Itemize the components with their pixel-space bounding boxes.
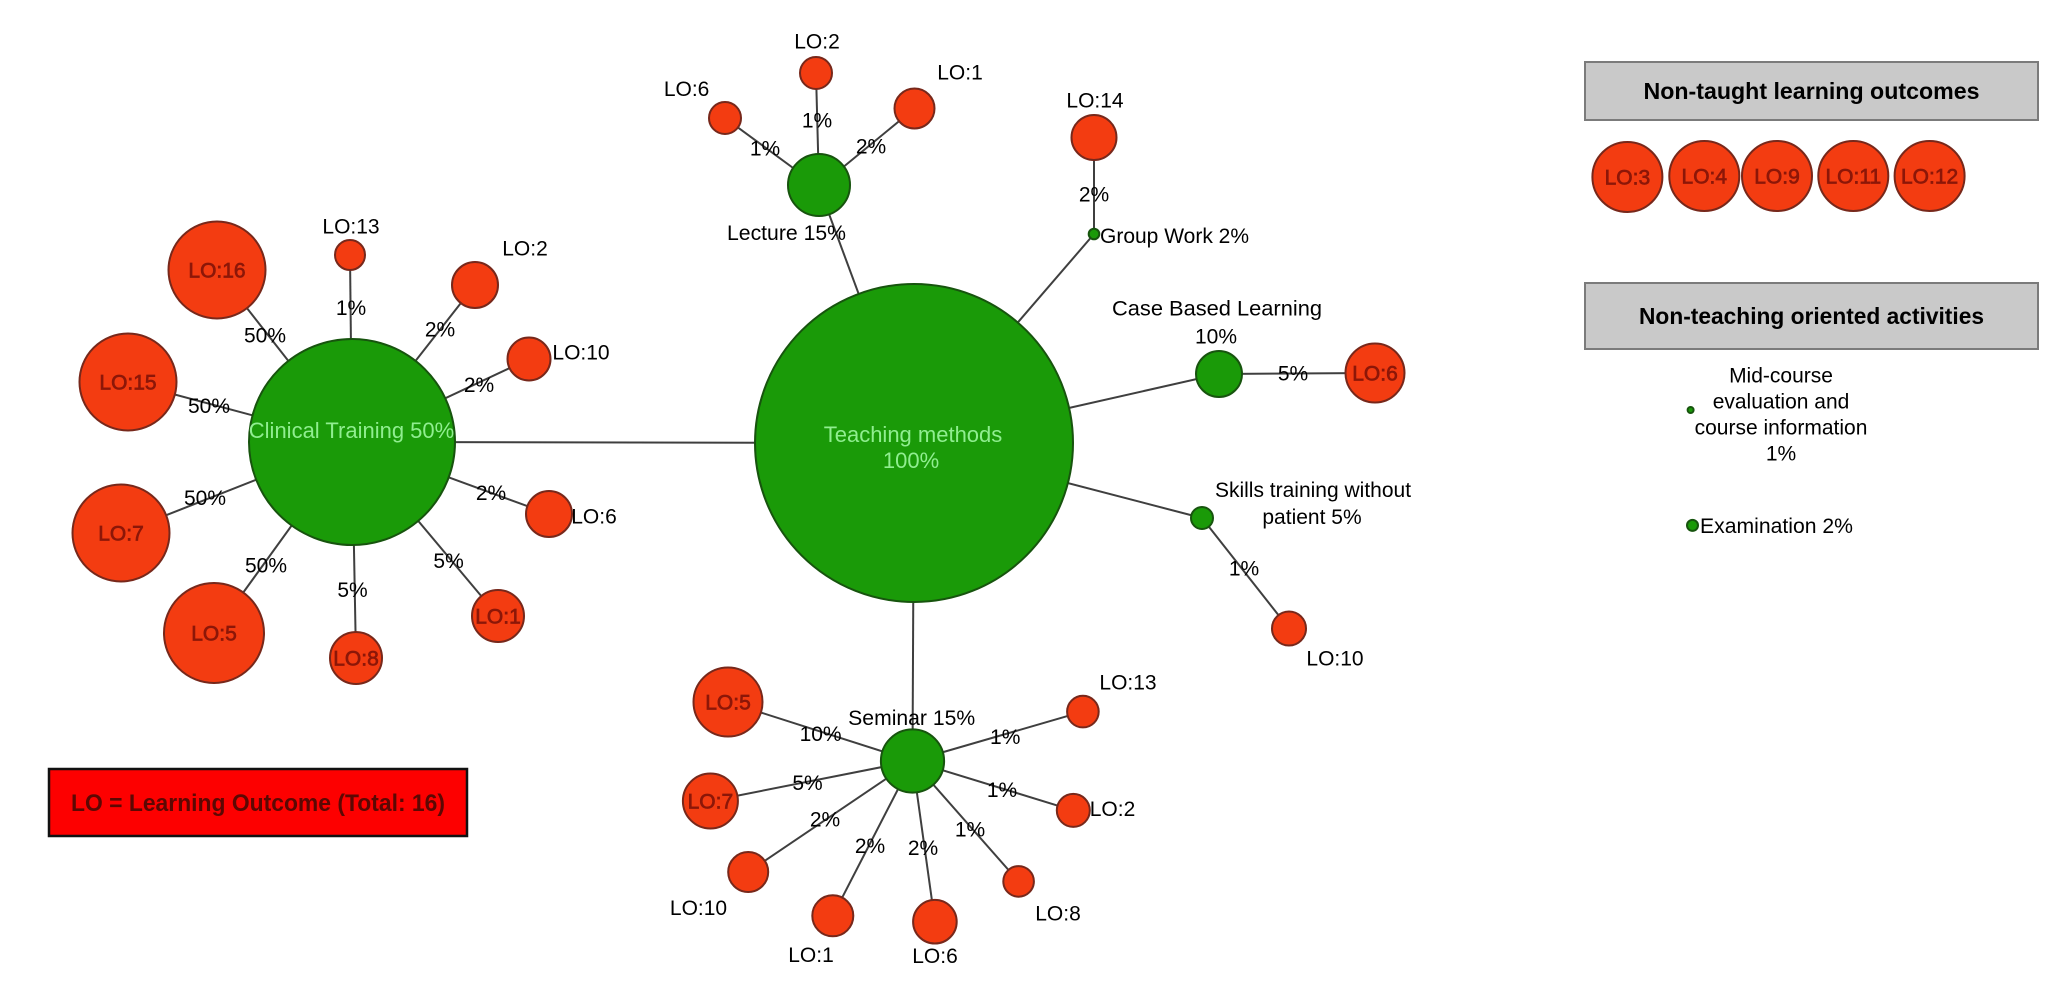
svg-text:LO:5: LO:5 [191, 623, 237, 646]
svg-text:LO:10: LO:10 [552, 342, 609, 365]
svg-text:LO:10: LO:10 [1306, 648, 1363, 671]
svg-text:Examination 2%: Examination 2% [1700, 515, 1853, 538]
svg-text:LO:10: LO:10 [670, 897, 727, 920]
svg-text:LO:1: LO:1 [788, 944, 834, 967]
svg-text:50%: 50% [188, 395, 230, 418]
svg-text:2%: 2% [425, 318, 455, 341]
svg-text:1%: 1% [750, 138, 780, 161]
svg-text:2%: 2% [856, 136, 886, 159]
svg-text:Clinical Training 50%: Clinical Training 50% [249, 418, 454, 443]
svg-text:1%: 1% [1229, 558, 1259, 581]
svg-text:1%: 1% [1766, 443, 1796, 466]
svg-text:Skills training without: Skills training without [1215, 479, 1411, 502]
svg-text:LO:7: LO:7 [98, 523, 144, 546]
svg-text:2%: 2% [476, 482, 506, 505]
svg-text:Non-taught learning outcomes: Non-taught learning outcomes [1644, 78, 1980, 104]
svg-text:5%: 5% [792, 772, 822, 795]
svg-text:10%: 10% [800, 723, 842, 746]
svg-text:2%: 2% [908, 837, 938, 860]
svg-text:100%: 100% [883, 448, 939, 473]
svg-text:LO:6: LO:6 [1352, 363, 1398, 386]
svg-text:5%: 5% [337, 579, 367, 602]
svg-text:LO:1: LO:1 [475, 606, 521, 629]
svg-text:LO:2: LO:2 [794, 31, 840, 54]
svg-text:LO:6: LO:6 [571, 506, 617, 529]
svg-text:LO:12: LO:12 [1901, 166, 1958, 189]
svg-text:patient 5%: patient 5% [1262, 506, 1361, 529]
svg-text:Seminar 15%: Seminar 15% [848, 707, 975, 730]
svg-text:LO:14: LO:14 [1066, 90, 1124, 113]
svg-text:LO:1: LO:1 [937, 62, 983, 85]
svg-text:course information: course information [1695, 417, 1868, 440]
svg-text:LO:13: LO:13 [322, 216, 379, 239]
svg-text:50%: 50% [184, 487, 226, 510]
svg-text:evaluation and: evaluation and [1713, 391, 1850, 414]
svg-text:LO:6: LO:6 [912, 945, 958, 968]
svg-text:2%: 2% [464, 374, 494, 397]
svg-text:LO:5: LO:5 [705, 692, 751, 715]
svg-text:1%: 1% [990, 726, 1020, 749]
svg-text:LO:8: LO:8 [1035, 903, 1081, 926]
svg-text:Lecture 15%: Lecture 15% [727, 222, 846, 245]
svg-text:Non-teaching oriented activiti: Non-teaching oriented activities [1639, 303, 1984, 329]
svg-text:2%: 2% [810, 809, 840, 832]
svg-text:LO:11: LO:11 [1825, 166, 1881, 189]
svg-text:LO:3: LO:3 [1605, 167, 1651, 190]
svg-text:LO:9: LO:9 [1754, 166, 1800, 189]
svg-text:1%: 1% [802, 110, 832, 133]
svg-text:LO:15: LO:15 [99, 372, 156, 395]
svg-text:Group Work 2%: Group Work 2% [1100, 225, 1249, 248]
svg-text:LO:16: LO:16 [188, 260, 245, 283]
svg-text:10%: 10% [1195, 326, 1237, 349]
svg-text:5%: 5% [1278, 363, 1308, 386]
svg-text:LO = Learning Outcome (Total:: LO = Learning Outcome (Total: 16) [71, 790, 445, 817]
svg-text:Mid-course: Mid-course [1729, 365, 1833, 388]
svg-text:LO:2: LO:2 [502, 238, 548, 261]
svg-text:LO:2: LO:2 [1090, 798, 1136, 821]
svg-text:LO:6: LO:6 [664, 78, 710, 101]
svg-text:LO:13: LO:13 [1099, 672, 1156, 695]
svg-text:Teaching methods: Teaching methods [824, 422, 1003, 447]
svg-text:50%: 50% [244, 325, 286, 348]
svg-text:1%: 1% [955, 819, 985, 842]
svg-text:5%: 5% [433, 550, 463, 573]
svg-text:LO:4: LO:4 [1682, 166, 1728, 189]
svg-text:2%: 2% [855, 835, 885, 858]
svg-text:1%: 1% [336, 297, 366, 320]
svg-text:Case Based Learning: Case Based Learning [1112, 298, 1322, 321]
svg-text:1%: 1% [987, 779, 1017, 802]
svg-text:LO:8: LO:8 [333, 648, 379, 671]
svg-text:50%: 50% [245, 555, 287, 578]
svg-text:LO:7: LO:7 [688, 791, 734, 814]
svg-text:2%: 2% [1079, 184, 1109, 207]
